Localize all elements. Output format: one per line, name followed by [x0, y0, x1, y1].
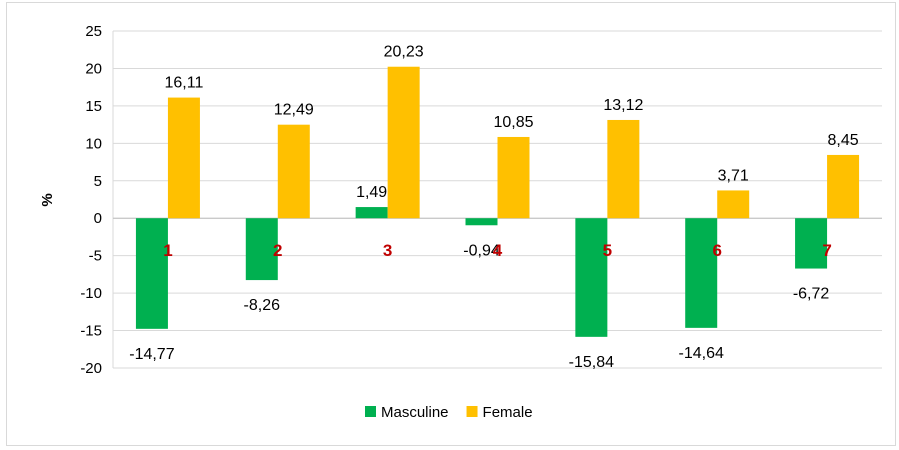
- female-data-label: 13,12: [603, 97, 643, 114]
- y-tick-label: -10: [80, 285, 102, 302]
- female-data-label: 3,71: [718, 167, 749, 184]
- category-label: 1: [163, 241, 172, 260]
- masculine-data-label: -14,64: [679, 345, 724, 362]
- y-tick-label: -20: [80, 360, 102, 377]
- masculine-data-label: 1,49: [356, 184, 387, 201]
- bars: [135, 66, 860, 337]
- y-tick-label: 15: [85, 98, 102, 115]
- y-tick-label: -5: [89, 248, 102, 265]
- y-tick-label: 10: [85, 135, 102, 152]
- female-bar: [167, 97, 200, 219]
- y-tick-label: -15: [80, 323, 102, 340]
- y-tick-label: 25: [85, 23, 102, 40]
- masculine-bar: [795, 218, 828, 269]
- masculine-bar: [575, 218, 608, 337]
- gridlines: [112, 30, 882, 369]
- masculine-data-label: -0,94: [463, 242, 500, 259]
- female-bar: [717, 190, 750, 219]
- masculine-bar: [685, 218, 718, 328]
- female-bar: [827, 154, 860, 219]
- masculine-data-label: -14,77: [129, 346, 174, 363]
- category-label: 6: [712, 241, 721, 260]
- masculine-data-label: -15,84: [569, 354, 614, 371]
- category-labels: 1 2 3 4 5 6 7: [163, 241, 832, 260]
- female-data-label: 16,11: [164, 75, 203, 92]
- female-data-label: 20,23: [384, 44, 424, 61]
- masculine-bar: [465, 218, 498, 226]
- masculine-data-label: -8,26: [244, 297, 281, 314]
- y-axis-label: %: [39, 193, 56, 206]
- category-label: 3: [383, 241, 392, 260]
- data-labels: -14,77 16,11 -8,26 12,49 1,49 20,23 -0,94 10,85…: [129, 44, 859, 371]
- legend: Masculine Female: [365, 404, 533, 421]
- female-bar: [607, 119, 640, 219]
- y-tick-label: 0: [94, 210, 102, 227]
- female-bar: [387, 66, 420, 219]
- female-legend-swatch: [466, 406, 478, 417]
- female-bar: [497, 136, 530, 219]
- category-label: 4: [493, 241, 503, 260]
- y-tick-label: 20: [85, 60, 102, 77]
- masculine-bar: [245, 218, 278, 281]
- female-data-label: 8,45: [828, 132, 859, 149]
- masculine-bar: [355, 207, 388, 219]
- masculine-legend-label: Masculine: [381, 404, 449, 421]
- y-tick-label: 5: [94, 173, 102, 190]
- female-data-label: 10,85: [493, 114, 533, 131]
- female-data-label: 12,49: [274, 102, 314, 119]
- y-axis-tick-labels: 25 20 15 10 5 0 -5 -10 -15 -20: [80, 23, 102, 377]
- category-label: 2: [273, 241, 282, 260]
- female-legend-label: Female: [483, 404, 533, 421]
- category-label: 7: [822, 241, 831, 260]
- category-label: 5: [603, 241, 612, 260]
- female-bar: [277, 124, 310, 219]
- masculine-legend-swatch: [365, 406, 376, 417]
- masculine-bar: [135, 218, 168, 329]
- masculine-data-label: -6,72: [793, 286, 830, 303]
